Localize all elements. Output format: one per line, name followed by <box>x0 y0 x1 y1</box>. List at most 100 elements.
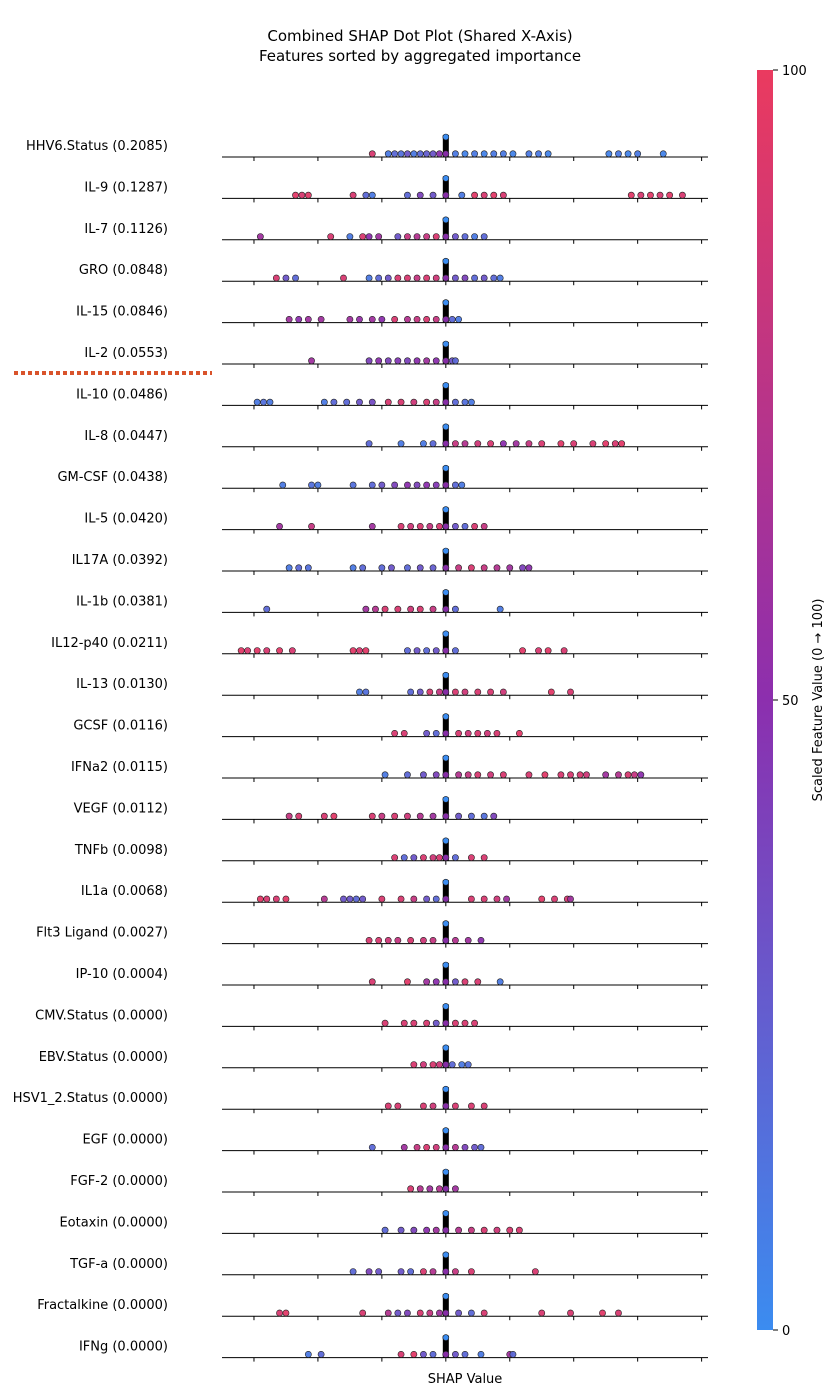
data-point <box>282 1309 290 1317</box>
data-point <box>397 895 405 903</box>
data-point <box>400 1144 408 1151</box>
data-point <box>515 1226 523 1234</box>
data-point <box>320 398 328 406</box>
data-point <box>349 564 357 572</box>
feature-row: Fractalkine (0.0000) <box>37 1292 708 1321</box>
data-point <box>442 589 450 596</box>
data-point <box>442 647 450 654</box>
data-point <box>429 1268 437 1275</box>
feature-label: GRO (0.0848) <box>79 263 168 278</box>
feature-row: FGF-2 (0.0000) <box>70 1168 708 1196</box>
data-point <box>420 854 427 861</box>
data-point <box>448 315 456 323</box>
zero-stack <box>442 466 449 489</box>
data-point <box>304 1351 312 1358</box>
data-point <box>474 771 482 779</box>
data-point <box>429 564 437 572</box>
data-point <box>467 1268 475 1275</box>
data-point <box>461 1019 469 1027</box>
data-point <box>512 440 520 447</box>
data-point <box>410 854 418 861</box>
feature-label: IL17A (0.0392) <box>72 553 168 568</box>
data-point <box>557 440 565 447</box>
data-point <box>442 191 450 199</box>
data-point <box>404 1309 411 1317</box>
zero-stack <box>442 590 449 613</box>
data-point <box>467 1309 475 1317</box>
data-point <box>410 150 418 158</box>
data-point <box>263 605 271 613</box>
feature-row: TGF-a (0.0000) <box>69 1251 708 1279</box>
data-point <box>384 398 392 406</box>
zero-stack <box>442 921 449 944</box>
data-point <box>442 796 450 803</box>
data-point <box>413 357 421 365</box>
data-point <box>368 398 376 406</box>
feature-row: GCSF (0.0116) <box>73 713 708 741</box>
data-point <box>452 854 459 861</box>
data-point <box>452 357 459 365</box>
data-point <box>400 730 408 737</box>
data-point <box>535 150 542 158</box>
data-point <box>292 191 299 199</box>
data-point <box>506 564 514 572</box>
data-point <box>397 440 405 447</box>
zero-stack <box>442 1252 449 1275</box>
data-point <box>378 315 386 323</box>
data-point <box>480 191 488 199</box>
data-point <box>455 1226 463 1234</box>
data-point <box>442 1334 450 1341</box>
data-point <box>490 191 498 199</box>
data-point <box>404 564 411 572</box>
feature-label: HHV6.Status (0.2085) <box>26 139 168 154</box>
data-point <box>487 771 494 779</box>
data-point <box>567 688 574 696</box>
data-point <box>493 1226 501 1234</box>
zero-stack <box>442 1170 449 1192</box>
zero-stack <box>442 1335 449 1358</box>
data-point <box>295 812 303 820</box>
data-point <box>263 895 271 903</box>
data-point <box>480 150 488 158</box>
feature-label: FGF-2 (0.0000) <box>70 1174 168 1189</box>
data-point <box>615 150 622 158</box>
data-point <box>458 481 466 489</box>
data-point <box>461 978 469 986</box>
data-point <box>452 274 459 282</box>
data-point <box>442 1226 450 1234</box>
data-point <box>480 854 488 861</box>
data-point <box>442 464 450 472</box>
feature-label: IL1a (0.0068) <box>81 884 168 899</box>
data-point <box>420 1061 427 1068</box>
data-point <box>349 1268 357 1275</box>
data-point <box>317 315 325 323</box>
data-point <box>442 1144 450 1151</box>
data-point <box>272 895 280 903</box>
data-point <box>356 647 363 654</box>
feature-row: IP-10 (0.0004) <box>76 961 708 989</box>
data-point <box>429 1102 437 1110</box>
data-point <box>276 1309 283 1317</box>
data-point <box>455 564 463 572</box>
data-point <box>442 812 450 820</box>
feature-row: IL1a (0.0068) <box>81 878 708 907</box>
data-point <box>404 150 411 158</box>
feature-row: IL-2 (0.0553) <box>84 340 708 368</box>
data-point <box>499 440 507 447</box>
data-point <box>442 357 450 365</box>
feature-label: TNFb (0.0098) <box>74 843 168 858</box>
data-point <box>356 315 363 323</box>
data-point <box>442 274 450 282</box>
zero-stack <box>442 342 449 364</box>
data-point <box>525 771 533 779</box>
data-point <box>436 150 443 158</box>
feature-row: IL-15 (0.0846) <box>76 299 708 327</box>
data-point <box>602 771 610 779</box>
zero-stack <box>442 300 449 323</box>
feature-row: IL17A (0.0392) <box>72 547 708 575</box>
data-point <box>426 1309 434 1317</box>
data-point <box>420 1351 427 1358</box>
data-point <box>426 523 434 530</box>
data-point <box>442 481 450 489</box>
data-point <box>407 937 415 944</box>
